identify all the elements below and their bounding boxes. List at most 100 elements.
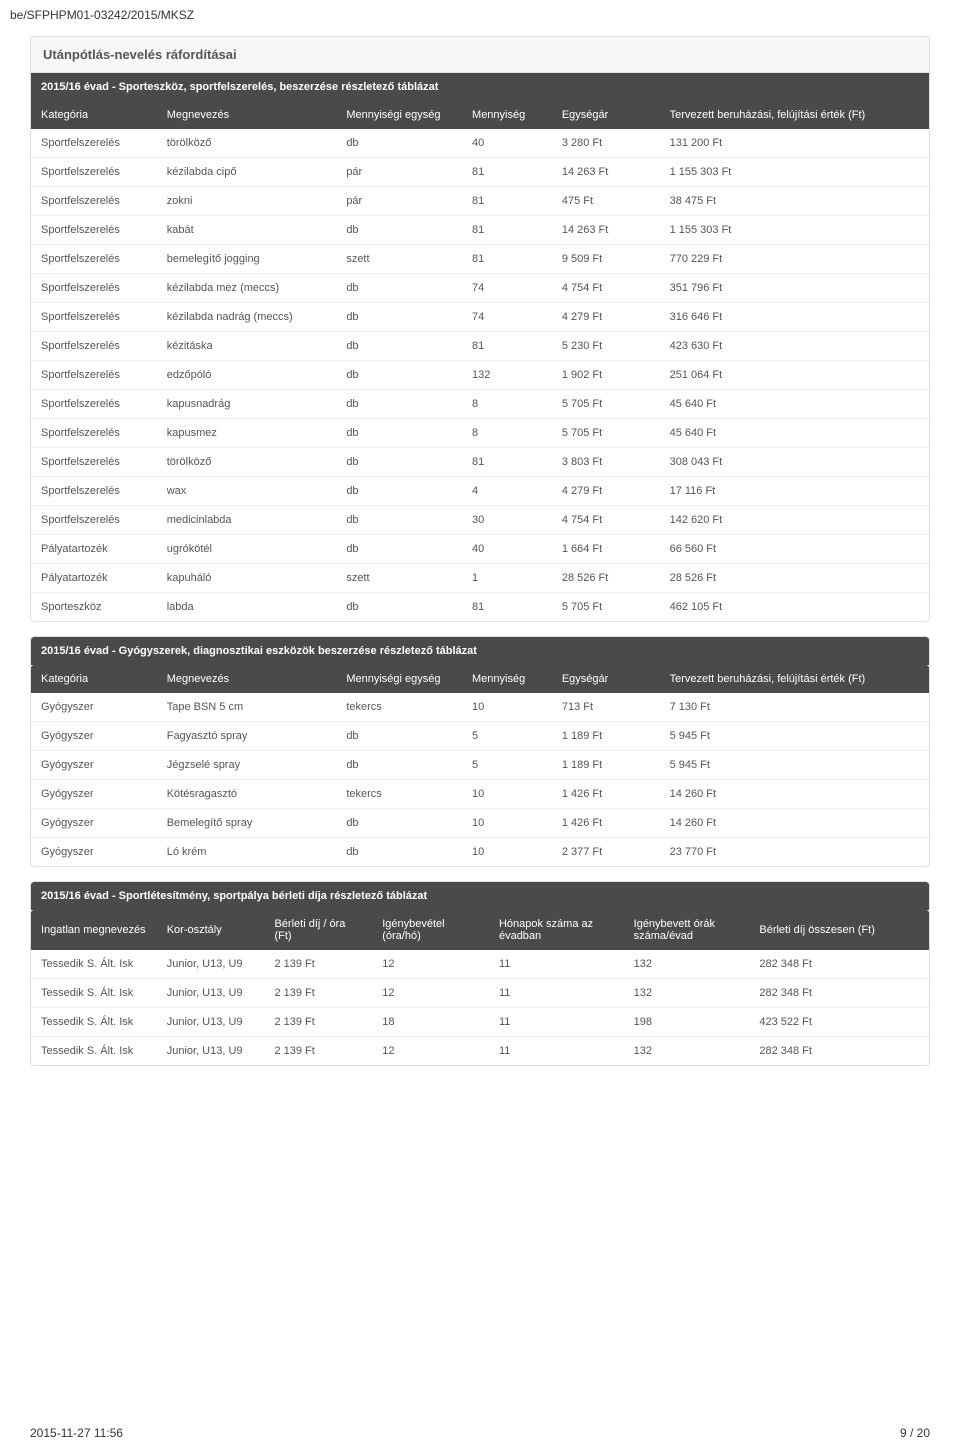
table-cell: 81 [462,448,552,477]
table-row: Sportfelszerelésedzőpólódb1321 902 Ft251… [31,361,929,390]
table-row: Sportfelszereléskézilabda mez (meccs)db7… [31,274,929,303]
table-cell: 2 139 Ft [264,979,372,1008]
table-cell: db [336,390,462,419]
table-cell: 4 279 Ft [552,303,660,332]
table-cell: Junior, U13, U9 [157,1008,265,1037]
table-cell: 5 [462,722,552,751]
table-cell: 5 230 Ft [552,332,660,361]
table-cell: 40 [462,535,552,564]
table-cell: Kötésragasztó [157,780,337,809]
table-cell: Gyógyszer [31,780,157,809]
table-cell: 316 646 Ft [660,303,929,332]
table-cell: Sportfelszerelés [31,187,157,216]
table-cell: 308 043 Ft [660,448,929,477]
table-cell: 770 229 Ft [660,245,929,274]
table-cell: pár [336,158,462,187]
table-cell: 81 [462,187,552,216]
column-header: Mennyiségi egység [336,665,462,693]
table-cell: db [336,361,462,390]
table-cell: törölköző [157,448,337,477]
table-cell: 4 279 Ft [552,477,660,506]
table-cell: 1 189 Ft [552,722,660,751]
table-cell: Tessedik S. Ált. Isk [31,979,157,1008]
table-cell: 2 139 Ft [264,950,372,979]
table-row: Sportfelszereléskézilabda nadrág (meccs)… [31,303,929,332]
column-header: Megnevezés [157,665,337,693]
table-cell: 1 426 Ft [552,780,660,809]
table-cell: 14 263 Ft [552,216,660,245]
table-cell: 10 [462,780,552,809]
table-2: 2015/16 évad - Gyógyszerek, diagnosztika… [31,637,929,866]
table-cell: 7 130 Ft [660,693,929,722]
table-cell: pár [336,187,462,216]
table-cell: 45 640 Ft [660,390,929,419]
column-header: Tervezett beruházási, felújítási érték (… [660,665,929,693]
table-cell: db [336,448,462,477]
table-2-wrap: 2015/16 évad - Gyógyszerek, diagnosztika… [30,636,930,867]
table-cell: Sportfelszerelés [31,361,157,390]
table-cell: 251 064 Ft [660,361,929,390]
table-cell: 10 [462,838,552,867]
table-cell: 28 526 Ft [552,564,660,593]
table-cell: 475 Ft [552,187,660,216]
table-row: GyógyszerTape BSN 5 cmtekercs10713 Ft7 1… [31,693,929,722]
table-cell: 1 189 Ft [552,751,660,780]
table-cell: 142 620 Ft [660,506,929,535]
table-cell: db [336,477,462,506]
table-cell: db [336,809,462,838]
table-cell: kabát [157,216,337,245]
table-cell: 1 [462,564,552,593]
table-cell: Sportfelszerelés [31,274,157,303]
table-cell: bemelegítő jogging [157,245,337,274]
column-header: Egységár [552,101,660,129]
table-row: GyógyszerBemelegítő spraydb101 426 Ft14 … [31,809,929,838]
table-row: Sportfelszereléskapusnadrágdb85 705 Ft45… [31,390,929,419]
table-cell: 462 105 Ft [660,593,929,622]
table-cell: szett [336,245,462,274]
table-cell: Tessedik S. Ált. Isk [31,950,157,979]
table-cell: wax [157,477,337,506]
table-row: Sportfelszerelésmedicinlabdadb304 754 Ft… [31,506,929,535]
table-cell: Sportfelszerelés [31,448,157,477]
table-cell: 11 [489,1008,624,1037]
table-cell: Junior, U13, U9 [157,1037,265,1066]
table-row: Tessedik S. Ált. IskJunior, U13, U92 139… [31,979,929,1008]
table-cell: 81 [462,158,552,187]
column-header: Ingatlan megnevezés [31,910,157,950]
table-cell: Junior, U13, U9 [157,979,265,1008]
table-cell: 1 664 Ft [552,535,660,564]
column-header: Mennyiség [462,665,552,693]
table-cell: 1 902 Ft [552,361,660,390]
table-row: Pályatartozékugrókötéldb401 664 Ft66 560… [31,535,929,564]
table-cell: 12 [372,950,489,979]
table-cell: db [336,303,462,332]
table-row: Tessedik S. Ált. IskJunior, U13, U92 139… [31,1008,929,1037]
column-header: Mennyiségi egység [336,101,462,129]
table-cell: edzőpóló [157,361,337,390]
doc-reference: be/SFPHPM01-03242/2015/MKSZ [10,8,930,22]
table-title: 2015/16 évad - Sporteszköz, sportfelszer… [31,73,929,101]
table-cell: 74 [462,274,552,303]
table-cell: Sportfelszerelés [31,245,157,274]
table-cell: 4 754 Ft [552,506,660,535]
table-cell: Tessedik S. Ált. Isk [31,1008,157,1037]
table-cell: 282 348 Ft [749,979,929,1008]
table-cell: Sportfelszerelés [31,390,157,419]
table-cell: 2 139 Ft [264,1037,372,1066]
table-cell: kézilabda nadrág (meccs) [157,303,337,332]
table-cell: db [336,535,462,564]
table-cell: db [336,216,462,245]
table-cell: db [336,129,462,158]
table-cell: db [336,838,462,867]
table-cell: Sportfelszerelés [31,129,157,158]
table-3: 2015/16 évad - Sportlétesítmény, sportpá… [31,882,929,1065]
table-cell: 14 263 Ft [552,158,660,187]
table-row: Sporteszközlabdadb815 705 Ft462 105 Ft [31,593,929,622]
table-row: Tessedik S. Ált. IskJunior, U13, U92 139… [31,1037,929,1066]
table-cell: Sportfelszerelés [31,303,157,332]
table-cell: 132 [624,1037,750,1066]
table-cell: db [336,506,462,535]
table-cell: 5 945 Ft [660,751,929,780]
table-cell: 282 348 Ft [749,950,929,979]
table-cell: Tape BSN 5 cm [157,693,337,722]
